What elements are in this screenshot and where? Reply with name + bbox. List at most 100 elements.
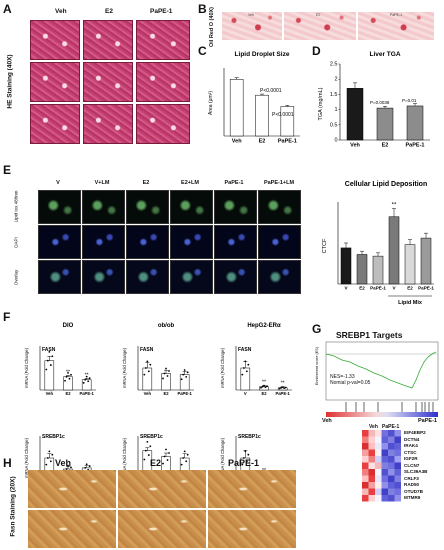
heatmap-cell — [362, 495, 369, 502]
data-point — [85, 375, 88, 378]
data-point — [147, 454, 150, 456]
heatmap-cell — [375, 488, 382, 495]
panel-h-side-label: Fasn Staining (20X) — [9, 476, 17, 537]
heatmap-cell — [375, 495, 382, 502]
annotation-pvalue: P<0.0001 — [260, 88, 282, 94]
panel-label-a: A — [3, 2, 12, 16]
fl-image — [82, 225, 125, 259]
data-point — [185, 376, 188, 378]
data-point — [70, 466, 72, 469]
significance-marker: ** — [66, 369, 70, 375]
x-tick-label: Veh — [232, 139, 242, 145]
data-point — [64, 379, 66, 382]
heatmap-col-veh: Veh — [369, 424, 378, 430]
significance-marker: ** — [85, 372, 89, 378]
bar — [44, 360, 55, 391]
heatmap-cell — [388, 482, 395, 489]
panel-label-g: G — [312, 322, 322, 336]
heatmap-cell — [381, 475, 388, 482]
fl-col-label: V+LM — [94, 180, 110, 186]
heatmap-cell — [381, 449, 388, 456]
bar — [404, 244, 416, 285]
data-point — [149, 445, 152, 448]
y-axis-label: mRNA (Fold Change) — [220, 437, 225, 478]
heatmap-cell — [362, 482, 369, 489]
data-point — [146, 360, 149, 363]
fl-image — [38, 225, 81, 259]
chart-lipid-droplet-size: Lipid Droplet Size Veh E2 PaPE-1 Area (μm²) P… — [208, 51, 300, 145]
data-point — [241, 463, 244, 466]
heatmap-cell — [375, 436, 382, 443]
chart-liver-tga: Liver TGA 0 0.5 1 1.5 2 2.5 Veh E2 PaPE-1 TGA (mg/… — [318, 51, 430, 149]
y-tick-label: 1.5 — [330, 92, 338, 98]
panel-label-e: E — [3, 163, 12, 177]
heatmap-cell — [368, 443, 375, 450]
heatmap-cell — [394, 443, 401, 450]
chart-gene-label: FASN — [238, 347, 252, 353]
y-axis-label: mRNA (Fold Change) — [24, 437, 29, 478]
x-tick-label: PaPE-1 — [275, 391, 290, 396]
heatmap-cell — [368, 436, 375, 443]
heatmap-cell — [381, 430, 388, 437]
fasn-image — [118, 470, 206, 508]
heatmap-cell — [362, 475, 369, 482]
data-point — [149, 363, 152, 366]
heatmap-cell — [381, 436, 388, 443]
bar — [179, 374, 190, 391]
heatmap-cell — [394, 495, 401, 502]
data-point — [244, 450, 247, 453]
x-tick-label: E2 — [407, 286, 413, 291]
fl-col-label: E2+LM — [181, 180, 199, 186]
fl-image — [214, 225, 257, 259]
fl-col-label: PaPE-1 — [224, 180, 244, 186]
fl-image — [126, 190, 169, 224]
annotation-pvalue: P=0.0038 — [370, 100, 390, 105]
fl-image — [258, 260, 301, 294]
fl-image — [258, 190, 301, 224]
heatmap-cell — [368, 495, 375, 502]
heatmap-cell — [375, 449, 382, 456]
heatmap-cell — [362, 488, 369, 495]
heatmap-cell — [375, 443, 382, 450]
panel-a-col-e2: E2 — [105, 8, 113, 15]
data-point — [45, 463, 48, 466]
data-point — [87, 380, 90, 383]
heatmap-gene: MTMR9 — [404, 495, 421, 500]
heatmap-cell — [388, 443, 395, 450]
heatmap-cell — [362, 436, 369, 443]
data-point — [51, 453, 54, 456]
significance-marker: ** — [392, 203, 397, 209]
panel-label-c: C — [198, 44, 207, 58]
data-point — [260, 386, 262, 389]
data-point — [143, 373, 146, 376]
data-point — [67, 371, 69, 374]
heatmap-cell — [381, 482, 388, 489]
fasn-image — [28, 470, 116, 508]
data-point — [242, 367, 245, 369]
he-image — [136, 104, 190, 144]
oil-col-label: PaPE-1 — [390, 13, 403, 17]
fl-image — [214, 190, 257, 224]
he-image — [136, 62, 190, 102]
data-point — [46, 457, 49, 459]
fl-image — [82, 260, 125, 294]
heatmap-cell — [362, 462, 369, 469]
fl-col-label: PaPE-1+LM — [263, 180, 295, 186]
heatmap-gene: CRLF3 — [404, 475, 419, 481]
fasn-image — [118, 510, 206, 548]
heatmap-cell — [375, 430, 382, 437]
fl-image — [38, 260, 81, 294]
x-tick-label: E2 — [359, 286, 365, 291]
fl-image — [170, 190, 213, 224]
fl-col-label: V — [56, 180, 60, 186]
data-point — [242, 457, 245, 459]
panel-label-f: F — [3, 310, 11, 324]
data-point — [162, 377, 164, 380]
heatmap-cell — [368, 469, 375, 476]
chart-gene-label: FASN — [42, 347, 56, 353]
panel-a-col-veh: Veh — [55, 8, 67, 15]
chart-gene-label: SREBP1c — [238, 434, 261, 440]
gsea-ylabel: Enrichment score (ES) — [315, 346, 319, 386]
heatmap-cell — [394, 482, 401, 489]
x-tick-label: PaPE-1 — [406, 143, 425, 149]
